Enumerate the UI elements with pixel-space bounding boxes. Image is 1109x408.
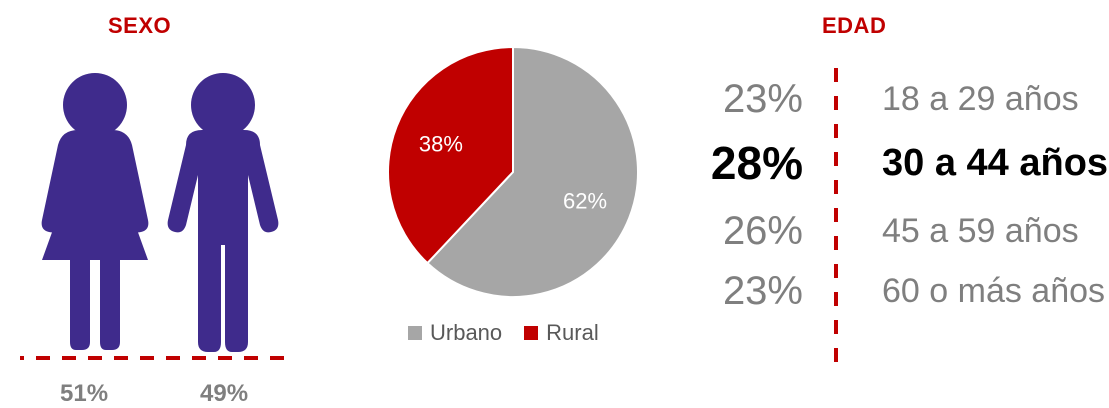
legend-swatch-urbano <box>408 326 422 340</box>
age-range-label: 30 a 44 años <box>882 142 1109 184</box>
men-percentage: 49% <box>200 380 249 407</box>
pie-label-rural: 38% <box>419 131 463 156</box>
legend-item-rural: Rural <box>524 320 599 346</box>
legend-item-urbano: Urbano <box>408 320 502 346</box>
women-percentage: 51% <box>60 380 109 407</box>
age-percentage: 23% <box>722 269 803 313</box>
age-row-18-29: 23% 18 a 29 años <box>700 74 1109 124</box>
pie-slice-urbano <box>426 45 638 298</box>
woman-icon <box>41 73 149 350</box>
gender-figures <box>20 73 290 360</box>
pie-chart: 62% 38% <box>388 45 638 298</box>
pie-slice-rural <box>388 45 514 265</box>
man-icon <box>167 73 279 352</box>
legend-label-rural: Rural <box>546 320 599 345</box>
edad-divider <box>834 68 838 368</box>
edad-title: EDAD <box>822 13 887 38</box>
age-row-30-44: 28% 30 a 44 años <box>700 138 1109 188</box>
sexo-title: SEXO <box>108 13 172 38</box>
age-percentage: 23% <box>722 77 803 121</box>
pie-legend: Urbano Rural <box>408 320 621 346</box>
age-range-label: 60 o más años <box>882 272 1106 310</box>
legend-swatch-rural <box>524 326 539 340</box>
legend-label-urbano: Urbano <box>430 320 503 345</box>
pie-label-urbano: 62% <box>563 189 607 214</box>
age-percentage: 26% <box>722 209 803 253</box>
age-range-label: 18 a 29 años <box>882 80 1079 118</box>
age-row-60-plus: 23% 60 o más años <box>700 266 1109 316</box>
age-percentage: 28% <box>710 137 803 189</box>
age-row-45-59: 26% 45 a 59 años <box>700 206 1109 256</box>
age-range-label: 45 a 59 años <box>882 212 1079 250</box>
